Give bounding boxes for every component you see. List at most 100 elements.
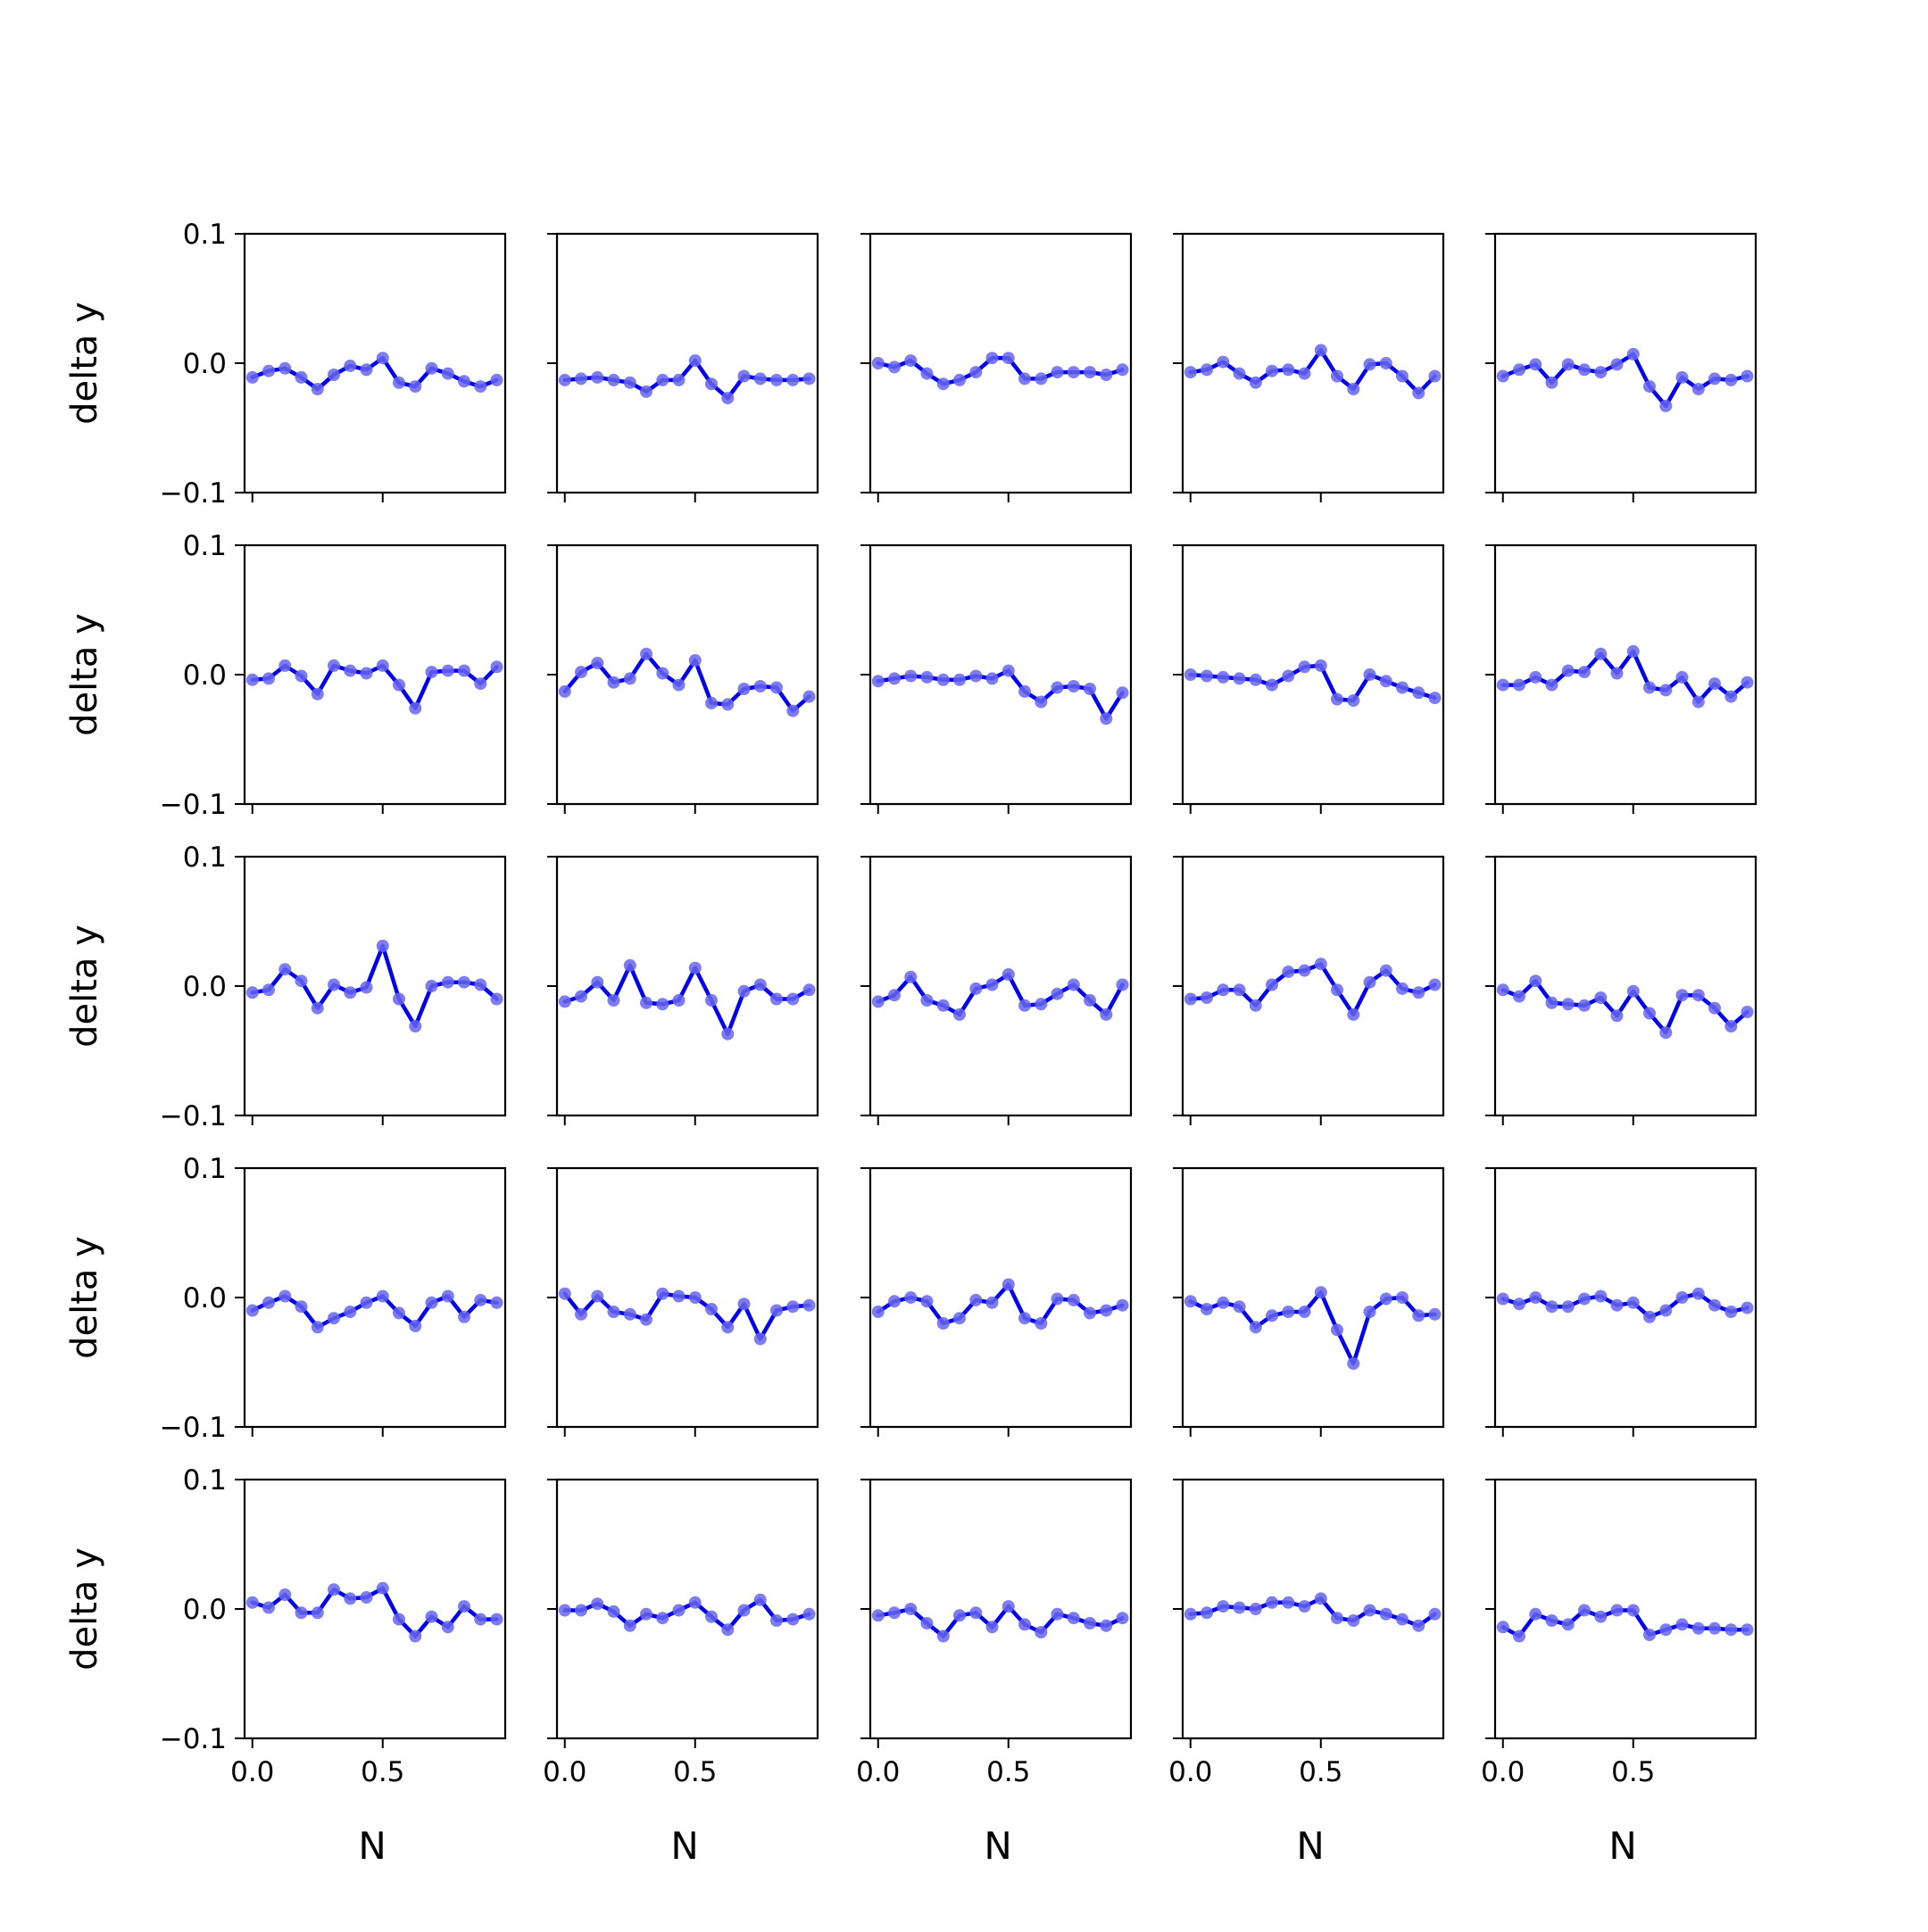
axes-frame xyxy=(555,232,819,494)
x-axis-label: N xyxy=(670,1824,698,1868)
data-point xyxy=(753,978,767,991)
x-tick-label: 0.5 xyxy=(986,1756,1030,1788)
data-point xyxy=(936,377,950,391)
data-point xyxy=(1051,1607,1064,1621)
data-point xyxy=(656,998,669,1011)
panel-r4-c4: 0.0 0.5 N xyxy=(1481,1478,1758,1868)
data-point xyxy=(558,1604,571,1617)
data-point xyxy=(770,992,783,1006)
data-point xyxy=(920,670,934,684)
data-point xyxy=(802,983,816,997)
data-point xyxy=(1594,1610,1608,1623)
data-point xyxy=(458,975,470,989)
data-point xyxy=(953,373,966,386)
data-point xyxy=(1741,1006,1754,1018)
data-point xyxy=(969,669,983,683)
data-point xyxy=(376,940,389,952)
data-point xyxy=(936,673,950,686)
x-axis-label: N xyxy=(1296,1824,1324,1868)
data-point xyxy=(1201,991,1213,1004)
data-point xyxy=(1578,999,1591,1012)
panel-r1-c0: 0.1 0.0 −0.1 delta y xyxy=(64,530,507,821)
data-point xyxy=(1266,1309,1278,1323)
y-tick-label: 0.0 xyxy=(183,1282,227,1314)
data-point xyxy=(490,1613,503,1626)
data-point xyxy=(1051,681,1064,694)
y-axis-label: delta y xyxy=(64,302,105,425)
data-point xyxy=(1100,1619,1113,1632)
data-point xyxy=(1643,380,1656,394)
data-point xyxy=(344,1592,357,1605)
data-point xyxy=(688,354,702,368)
x-tick-label: 0.5 xyxy=(1611,1756,1655,1788)
series-line xyxy=(250,663,499,710)
series-line xyxy=(250,355,499,392)
data-point xyxy=(1084,994,1096,1007)
data-point xyxy=(1116,1612,1129,1625)
data-point xyxy=(1051,1292,1064,1306)
data-point xyxy=(1233,672,1246,685)
data-point xyxy=(1116,978,1129,991)
data-point xyxy=(441,664,454,677)
data-point xyxy=(1035,1317,1048,1330)
data-point xyxy=(1331,1323,1343,1337)
series-line xyxy=(1500,978,1749,1035)
data-point xyxy=(474,1613,487,1626)
data-point xyxy=(409,1629,422,1643)
data-point xyxy=(705,1303,718,1315)
data-point xyxy=(575,990,587,1003)
data-point xyxy=(1691,383,1705,395)
data-point xyxy=(672,994,686,1007)
data-point xyxy=(490,992,503,1006)
data-point xyxy=(328,659,340,672)
data-point xyxy=(1298,660,1311,674)
y-tick-label: 0.0 xyxy=(183,1594,227,1626)
data-point xyxy=(558,684,571,698)
data-point xyxy=(458,375,470,388)
data-point xyxy=(425,361,438,375)
data-point xyxy=(1643,1007,1656,1020)
data-point xyxy=(802,690,816,703)
y-tick-label: 0.1 xyxy=(183,219,227,251)
data-point xyxy=(1513,1298,1525,1311)
series-line xyxy=(876,1282,1125,1326)
axes-frame xyxy=(868,855,1133,1117)
data-point xyxy=(1116,363,1129,377)
data-point xyxy=(1298,367,1311,380)
data-point xyxy=(688,654,702,667)
data-point xyxy=(904,1603,918,1615)
data-point xyxy=(1233,367,1246,380)
data-point xyxy=(1035,998,1048,1011)
data-point xyxy=(360,1296,373,1309)
panel-r0-c0: 0.1 0.0 −0.1 delta y xyxy=(64,219,507,510)
data-point xyxy=(936,999,950,1012)
panel-r1-c4 xyxy=(1485,543,1758,814)
data-point xyxy=(425,1296,438,1309)
data-point xyxy=(1067,680,1080,692)
data-point xyxy=(753,680,767,692)
data-point xyxy=(1741,1623,1754,1637)
data-point xyxy=(1363,358,1376,371)
data-point xyxy=(985,1621,999,1634)
data-point xyxy=(591,1289,604,1303)
x-axis-label: N xyxy=(984,1824,1011,1868)
data-point xyxy=(1741,369,1754,383)
data-point xyxy=(1249,673,1262,686)
data-point xyxy=(1184,992,1197,1006)
data-point xyxy=(721,1027,735,1041)
data-point xyxy=(1249,1321,1262,1334)
data-point xyxy=(1298,964,1311,977)
x-tick-label: 0.5 xyxy=(361,1756,404,1788)
series-line xyxy=(1188,1289,1437,1366)
data-point xyxy=(1298,1306,1311,1318)
data-point xyxy=(1412,686,1425,700)
data-point xyxy=(656,667,669,680)
data-point xyxy=(888,1606,901,1620)
data-point xyxy=(1626,984,1640,998)
data-point xyxy=(376,659,389,672)
data-point xyxy=(1396,681,1409,694)
data-point xyxy=(1561,998,1575,1011)
data-point xyxy=(1643,1310,1656,1323)
data-point xyxy=(1001,1600,1015,1613)
